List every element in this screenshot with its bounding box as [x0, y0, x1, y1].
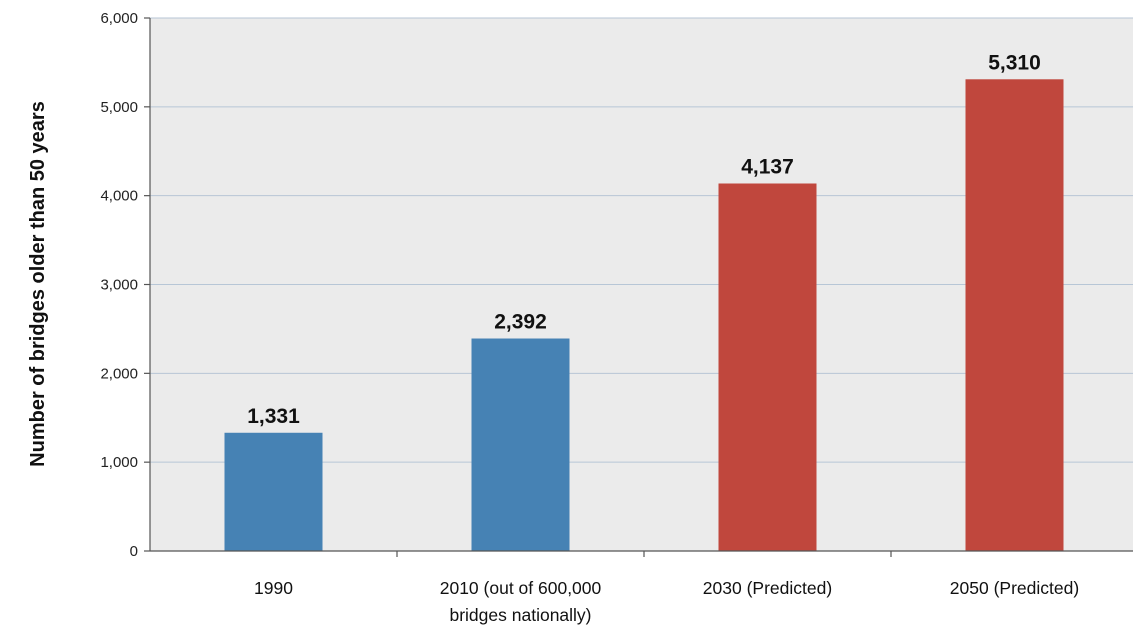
bar: [965, 79, 1064, 552]
data-labels: 1,331 2,392 4,137 5,310: [247, 51, 1041, 427]
bars: [224, 79, 1064, 552]
y-tick-label: 5,000: [100, 99, 138, 116]
data-label: 1,331: [247, 405, 300, 428]
x-tick-label: 2030 (Predicted): [703, 578, 832, 598]
bar: [224, 432, 323, 551]
data-label: 4,137: [741, 155, 794, 178]
axes: [144, 17, 1133, 557]
x-tick-label: 1990: [254, 578, 293, 598]
x-tick-label: bridges nationally): [449, 605, 591, 625]
y-tick-label: 6,000: [100, 10, 138, 27]
bar: [471, 338, 570, 551]
y-tick-label: 1,000: [100, 454, 138, 471]
x-tick-label: 2050 (Predicted): [950, 578, 1079, 598]
y-tick-label: 0: [130, 543, 138, 560]
y-tick-label: 4,000: [100, 188, 138, 205]
data-label: 5,310: [988, 51, 1041, 74]
bar: [718, 183, 817, 551]
y-tick-labels: 0 1,000 2,000 3,000 4,000 5,000 6,000: [100, 10, 138, 560]
y-tick-label: 2,000: [100, 365, 138, 382]
x-category-labels: 1990 2010 (out of 600,000 bridges national…: [254, 578, 1079, 625]
data-label: 2,392: [494, 311, 547, 334]
x-tick-label: 2010 (out of 600,000: [440, 578, 602, 598]
y-tick-label: 3,000: [100, 277, 138, 294]
y-axis-label: Number of bridges older than 50 years: [27, 101, 49, 467]
